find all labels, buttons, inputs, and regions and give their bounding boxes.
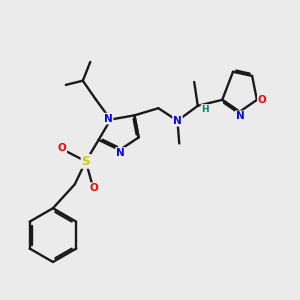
Text: O: O	[58, 143, 66, 153]
Text: H: H	[201, 105, 209, 114]
Text: N: N	[104, 114, 112, 124]
Text: N: N	[116, 148, 125, 158]
Text: S: S	[82, 155, 90, 168]
Text: O: O	[90, 183, 98, 193]
Text: N: N	[236, 111, 244, 121]
Text: N: N	[173, 116, 182, 126]
Text: O: O	[258, 95, 267, 105]
